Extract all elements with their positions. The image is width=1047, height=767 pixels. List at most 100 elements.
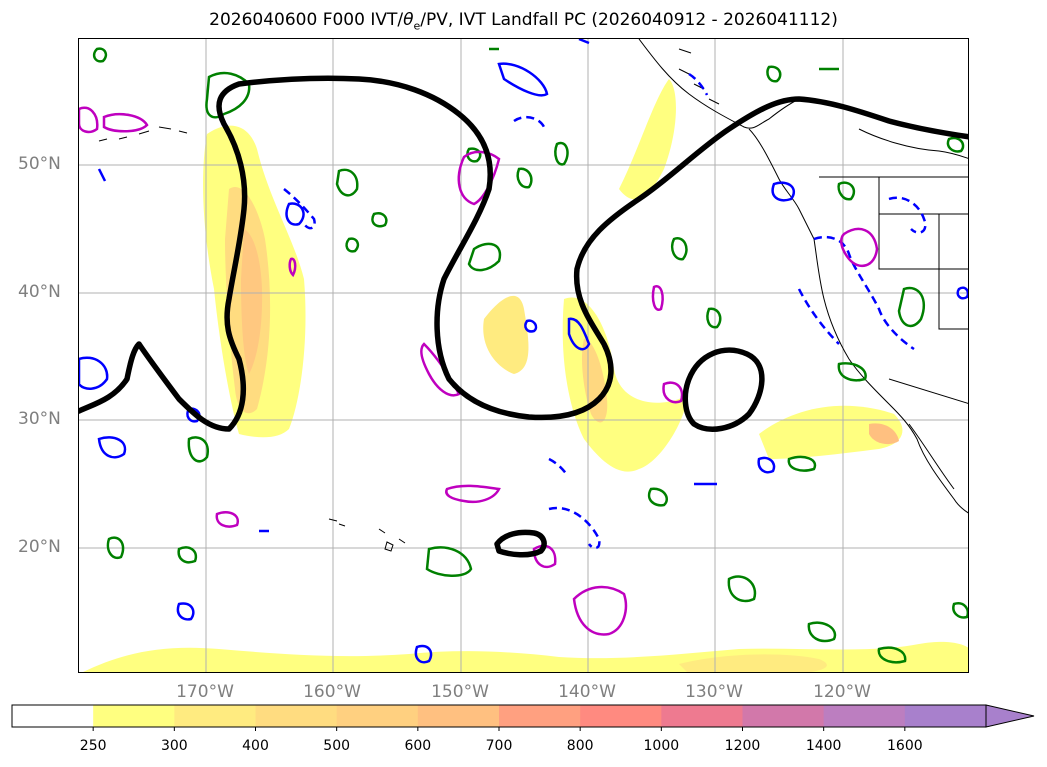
- colorbar-segment: [417, 705, 500, 727]
- landfall-pc-contours: [79, 75, 968, 558]
- colorbar-tick-label: 1200: [724, 738, 761, 754]
- colorbar-segment: [661, 705, 743, 727]
- colorbar-tick-label: 250: [79, 738, 107, 754]
- contour-magenta: [572, 585, 628, 636]
- coastline-hawaii: [328, 518, 406, 544]
- contour-green: [727, 575, 757, 603]
- blue-dashed-contours: [283, 72, 927, 550]
- title-suffix: /PV, IVT Landfall PC (2026040912 - 20260…: [420, 10, 838, 30]
- map-canvas: [79, 39, 968, 672]
- contour-green: [877, 646, 907, 664]
- title-theta-subscript: e: [413, 19, 421, 33]
- colorbar-tick-label: 1400: [805, 738, 842, 754]
- contour-green: [706, 307, 722, 329]
- contour-green: [467, 242, 502, 272]
- contour-blue: [414, 644, 433, 664]
- coastline-baja: [908, 423, 955, 490]
- contour-green: [946, 136, 965, 153]
- border-states-north: [878, 177, 968, 330]
- contour-magenta: [445, 484, 501, 504]
- ivt-plume-landfall: [759, 405, 903, 459]
- colorbar-segment: [742, 705, 825, 727]
- ivt-plume-east: [562, 297, 686, 472]
- colorbar-extend-arrow: [985, 704, 1035, 728]
- coastline-interior: [858, 128, 968, 159]
- contour-green: [345, 237, 360, 253]
- colorbar-tick-label: 700: [485, 738, 513, 754]
- landfall-contour-south: [494, 529, 547, 558]
- contour-blue-dashed: [797, 288, 840, 345]
- contour-blue: [578, 39, 590, 45]
- contour-green: [837, 181, 856, 201]
- colorbar-tick-label: 1000: [643, 738, 680, 754]
- contour-blue-dashed: [548, 457, 569, 476]
- contour-green: [92, 47, 108, 63]
- ivt-band-south: [83, 641, 968, 672]
- ivt-plume-landfall-core: [869, 423, 899, 445]
- lat-label-50n: 50°N: [18, 154, 61, 174]
- map-title: 2026040600 F000 IVT/θe/PV, IVT Landfall …: [0, 10, 1047, 32]
- contour-blue: [771, 181, 796, 202]
- contour-green: [554, 141, 569, 166]
- lat-label-40n: 40°N: [18, 282, 61, 302]
- coastline-bc: [748, 128, 815, 240]
- colorbar-segment: [174, 705, 256, 727]
- contour-blue-dashed: [813, 235, 915, 351]
- colorbar-segments: [12, 705, 987, 727]
- coastline-aleutians: [98, 126, 188, 142]
- title-prefix: 2026040600 F000 IVT/: [209, 10, 404, 30]
- coastline-alaska-islands: [678, 48, 720, 105]
- colorbar-segment: [336, 705, 419, 727]
- ivt-plume-west-inner: [241, 229, 263, 374]
- contour-blue-dashed: [688, 72, 709, 96]
- lat-label-20n: 20°N: [18, 537, 61, 557]
- contour-blue-dashed: [888, 196, 927, 234]
- landfall-contour-loop: [682, 347, 765, 432]
- contour-blue-dashed: [548, 506, 601, 550]
- colorbar-tick-label: 600: [404, 738, 432, 754]
- landfall-contour-main: [79, 75, 968, 432]
- contour-blue: [97, 436, 127, 459]
- lon-label-120w: 120°W: [813, 682, 871, 702]
- lon-label-140w: 140°W: [558, 682, 616, 702]
- contour-green: [177, 546, 198, 564]
- contour-blue-dashed: [513, 115, 546, 128]
- map-panel: [78, 38, 969, 673]
- colorbar-segment: [580, 705, 662, 727]
- contour-magenta: [840, 227, 879, 268]
- colorbar-segment: [499, 705, 581, 727]
- contour-green: [787, 455, 817, 472]
- contour-green: [425, 546, 473, 577]
- contour-green: [897, 286, 926, 328]
- colorbar-segment: [823, 705, 906, 727]
- pv-contours: [79, 106, 879, 636]
- coastline-alaska: [638, 39, 800, 129]
- theta-e-contours: [92, 47, 968, 664]
- colorbar-tick-label: 1600: [887, 738, 923, 754]
- lon-label-160w: 160°W: [303, 682, 361, 702]
- contour-green: [516, 167, 533, 189]
- colorbar-tick-label: 800: [566, 738, 594, 754]
- contour-blue-dashed: [283, 188, 316, 230]
- colorbar-tick-label: 400: [242, 738, 269, 754]
- lat-label-30n: 30°N: [18, 409, 61, 429]
- contour-green: [335, 168, 359, 197]
- colorbar: [11, 704, 1035, 731]
- colorbar-segment: [255, 705, 338, 727]
- contour-green: [807, 621, 837, 643]
- ivt-plume-central: [483, 295, 529, 374]
- contour-green: [837, 362, 867, 382]
- contour-blue: [524, 319, 538, 333]
- contour-blue: [79, 356, 109, 390]
- lon-label-170w: 170°W: [176, 682, 234, 702]
- blue-contours: [79, 39, 968, 664]
- colorbar-segment: [93, 705, 175, 727]
- contour-magenta: [215, 510, 240, 528]
- contour-magenta: [102, 113, 149, 133]
- contour-green: [205, 71, 251, 119]
- contour-green: [766, 65, 782, 83]
- ivt-plume-north: [619, 79, 676, 200]
- contour-blue: [176, 602, 195, 621]
- ivt-band-south-core: [679, 654, 827, 672]
- contour-blue: [285, 202, 305, 226]
